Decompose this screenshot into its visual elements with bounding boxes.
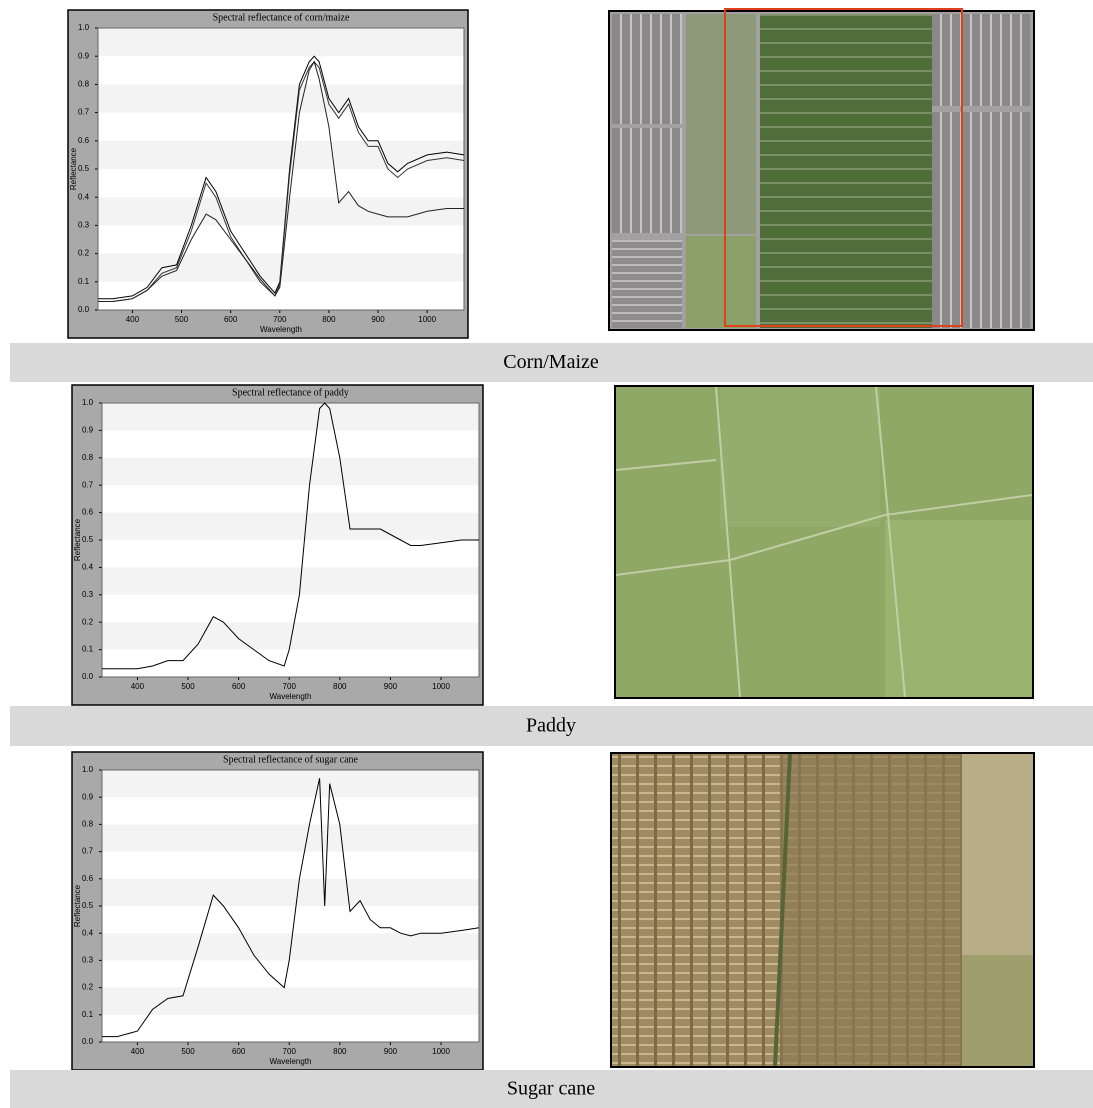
chart-title: Spectral reflectance of corn/maize [213,12,350,23]
spectral-line [102,402,479,670]
grid-band [102,987,479,1015]
x-tick-label: 400 [131,1047,145,1056]
grid-band [98,140,464,169]
y-tick-label: 0.0 [82,672,94,681]
x-tick-label: 400 [131,682,145,691]
y-tick-label: 0.8 [82,820,94,829]
x-tick-label: 600 [232,1047,246,1056]
y-tick-label: 1.0 [82,765,94,774]
y-tick-label: 0.4 [82,563,94,572]
spectral-line [98,55,465,300]
y-tick-label: 0.2 [82,617,94,626]
caption-bar [10,343,1093,382]
x-tick-label: 800 [333,1047,347,1056]
grid-band [98,197,464,226]
y-tick-label: 0.7 [82,480,94,489]
y-tick-label: 0.0 [78,305,90,314]
y-tick-label: 0.8 [78,80,90,89]
grid-band [98,84,464,113]
plot-border [101,769,480,1043]
spectral-line [102,778,480,1038]
grid-band [102,567,479,595]
photo-corn [608,8,1035,331]
x-tick-label: 500 [181,1047,195,1056]
y-tick-label: 0.4 [78,192,90,201]
y-tick-label: 0.1 [82,645,94,654]
grid-band [98,28,464,57]
y-tick-label: 0.5 [82,901,94,910]
x-tick-label: 1000 [432,682,450,691]
x-tick-label: 700 [273,315,287,324]
spectral-line [98,61,465,302]
y-tick-label: 1.0 [78,23,90,32]
grid-band [102,403,479,431]
x-tick-label: 400 [126,315,140,324]
grid-band [102,878,479,906]
y-tick-label: 0.5 [78,164,90,173]
chart-title: Spectral reflectance of paddy [232,387,349,398]
y-tick-label: 0.3 [78,221,90,230]
x-tick-label: 800 [333,682,347,691]
x-tick-label: 900 [384,682,398,691]
y-tick-label: 0.1 [82,1010,94,1019]
y-tick-label: 0.4 [82,928,94,937]
caption-bar [10,1070,1093,1108]
x-tick-label: 900 [384,1047,398,1056]
y-tick-label: 0.5 [82,535,94,544]
grid-band [102,824,479,852]
y-tick-label: 0.2 [82,983,94,992]
y-axis-label: Reflectance [73,518,82,561]
caption: Paddy [526,715,576,737]
x-tick-label: 500 [175,315,189,324]
grid-band [102,457,479,486]
chart: Spectral reflectance of paddy 0.0 0.1 0.2 0.… [10,384,1093,746]
plot-border [97,27,465,311]
y-tick-label: 0.3 [82,956,94,965]
x-axis-label: Wavelength [270,692,312,701]
photo-sugar-cane [610,752,1035,1068]
x-axis-label: Wavelength [260,325,302,334]
caption: Corn/Maize [503,351,599,373]
x-tick-label: 900 [371,315,385,324]
y-tick-label: 0.8 [82,453,94,462]
x-tick-label: 1000 [432,1047,450,1056]
x-axis-label: Wavelength [270,1057,312,1066]
y-tick-label: 0.2 [78,249,90,258]
grid-band [102,622,479,650]
chart: Spectral reflectance of corn/maize 0.0 0.1… [10,9,1093,382]
spectral-line [98,60,464,302]
y-axis-label: Reflectance [73,884,82,927]
y-tick-label: 0.9 [82,792,94,801]
y-tick-label: 0.0 [82,1037,94,1046]
chart-title: Spectral reflectance of sugar cane [223,754,358,765]
y-tick-label: 0.7 [82,847,94,856]
y-axis-label: Reflectance [69,147,78,190]
x-tick-label: 700 [283,682,297,691]
x-tick-label: 800 [322,315,336,324]
y-tick-label: 0.3 [82,590,94,599]
y-tick-label: 0.9 [78,51,90,60]
x-tick-label: 700 [283,1047,297,1056]
y-tick-label: 0.9 [82,426,94,435]
y-tick-label: 0.1 [78,277,90,286]
caption-bar [10,706,1093,746]
x-tick-label: 500 [181,682,195,691]
grid-band [102,512,479,540]
photo-paddy [614,385,1034,699]
chart: Spectral reflectance of sugar cane 0.0 0.1… [10,751,1093,1108]
caption: Sugar cane [507,1078,595,1100]
x-tick-label: 1000 [418,315,436,324]
y-tick-label: 1.0 [82,398,94,407]
y-tick-label: 0.6 [82,874,94,883]
y-tick-label: 0.6 [78,136,90,145]
y-tick-label: 0.6 [82,508,94,517]
grid-band [102,770,479,798]
x-tick-label: 600 [232,682,246,691]
y-tick-label: 0.7 [78,108,90,117]
x-tick-label: 600 [224,315,238,324]
